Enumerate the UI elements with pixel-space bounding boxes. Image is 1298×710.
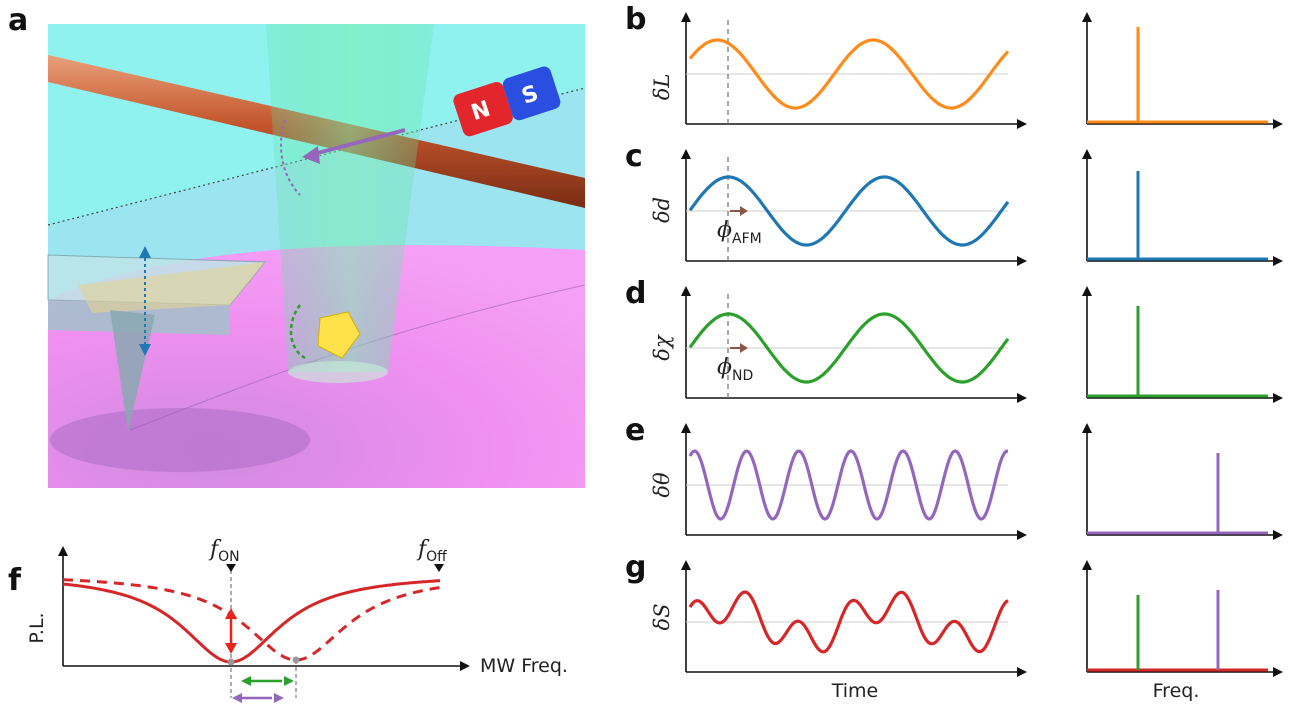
ylabel-pl: P.L. [26, 612, 48, 643]
time-plot-g-x-arrow [1017, 667, 1027, 677]
green-shift-arrow-right [284, 676, 294, 686]
freq-plot-b-x-arrow [1273, 119, 1283, 129]
magnetic-field-arrow-head [302, 146, 320, 164]
odmr-plot-x-arrow [460, 661, 470, 671]
magnetic-field-arrow [309, 128, 406, 157]
freq-plot-e-y-arrow [1082, 423, 1092, 433]
f-off-marker [434, 564, 444, 572]
magnet-north-pole [453, 81, 513, 137]
ylabel-dtheta: δθ [650, 472, 674, 498]
phase-label-afm: ϕAFM [717, 218, 762, 247]
afm-tip [110, 310, 155, 432]
panel-letter-g: g [625, 550, 646, 585]
time-plot-b-y-arrow [681, 12, 691, 22]
freq-plot-d-y-arrow [1082, 286, 1092, 296]
freq-plot-c-y-arrow [1082, 149, 1092, 159]
purple-shift-arrow-left [232, 693, 242, 703]
panel-f-odmr [58, 546, 470, 703]
odmr-curve-dashed [62, 578, 441, 662]
waveform-d [688, 312, 1010, 384]
phase-label-nd: ϕND [717, 355, 753, 384]
laser-focus-spot [288, 361, 388, 383]
time-plot-d-x-arrow [1017, 393, 1027, 403]
waveform-g [688, 590, 1009, 654]
laser-beam [266, 24, 434, 372]
freq-plot-b-y-arrow [1082, 12, 1092, 22]
phase-arrow-head-d [740, 343, 748, 353]
f-off-label: fOff [416, 537, 447, 565]
freq-plot-d-x-arrow [1273, 393, 1283, 403]
panel-letter-f: f [8, 563, 22, 598]
ylabel-dchi: δχ [650, 334, 674, 361]
freq-plot-e-x-arrow [1273, 530, 1283, 540]
row-d [681, 286, 1283, 403]
time-plot-e-y-arrow [681, 423, 691, 433]
ylabel-dL: δL [650, 74, 674, 101]
cantilever-highlight [78, 262, 265, 313]
f-on-marker [226, 564, 236, 572]
magnet: N S [453, 66, 561, 137]
row-e [681, 423, 1283, 540]
nanodiamond [317, 311, 361, 359]
time-plot-c-y-arrow [681, 149, 691, 159]
ylabel-dd: δd [650, 197, 674, 223]
time-plot-b-x-arrow [1017, 119, 1027, 129]
odmr-curve-solid [62, 579, 441, 664]
panel-letter-c: c [625, 139, 643, 174]
pl-change-arrow-up [225, 608, 237, 619]
time-frequency-plots [681, 12, 1283, 677]
freq-axis-label: Freq. [1153, 680, 1200, 702]
panel-letter-e: e [625, 413, 645, 448]
dip-point-shifted [292, 656, 300, 664]
tip-arrow-head-down [139, 344, 151, 356]
panel-letter-a: a [8, 3, 28, 38]
magnet-south-pole [502, 66, 561, 121]
spin-rotation-arrow [279, 119, 301, 196]
time-axis-label: Time [831, 680, 879, 702]
green-shift-arrow-left [241, 676, 251, 686]
pl-change-arrow-down [225, 643, 237, 654]
dip-point-on [227, 658, 235, 666]
time-plot-c-x-arrow [1017, 256, 1027, 266]
panel-letter-d: d [625, 276, 646, 311]
ylabel-dS: δS [650, 603, 674, 630]
waveform-c [688, 175, 1010, 247]
tip-arrow-head-up [139, 246, 151, 258]
xlabel-mw-freq: MW Freq. [480, 655, 568, 677]
panel-letter-b: b [625, 2, 646, 37]
row-g [681, 560, 1283, 677]
odmr-plot-y-arrow [58, 546, 68, 556]
freq-plot-g-y-arrow [1082, 560, 1092, 570]
freq-plot-g-x-arrow [1273, 667, 1283, 677]
time-plot-d-y-arrow [681, 286, 691, 296]
row-b [681, 12, 1283, 129]
waveform-b [688, 38, 1010, 110]
panel-a-illustration: a N S [8, 3, 586, 488]
cantilever-shadow [50, 408, 310, 472]
purple-shift-arrow-right [274, 693, 284, 703]
freq-plot-c-x-arrow [1273, 256, 1283, 266]
time-plot-g-y-arrow [681, 560, 691, 570]
waveform-e [688, 449, 1009, 521]
time-plot-e-x-arrow [1017, 530, 1027, 540]
magnet-s-label: S [519, 81, 542, 110]
phase-arrow-head-c [740, 206, 748, 216]
f-on-label: fON [208, 537, 240, 565]
row-c [681, 149, 1283, 266]
